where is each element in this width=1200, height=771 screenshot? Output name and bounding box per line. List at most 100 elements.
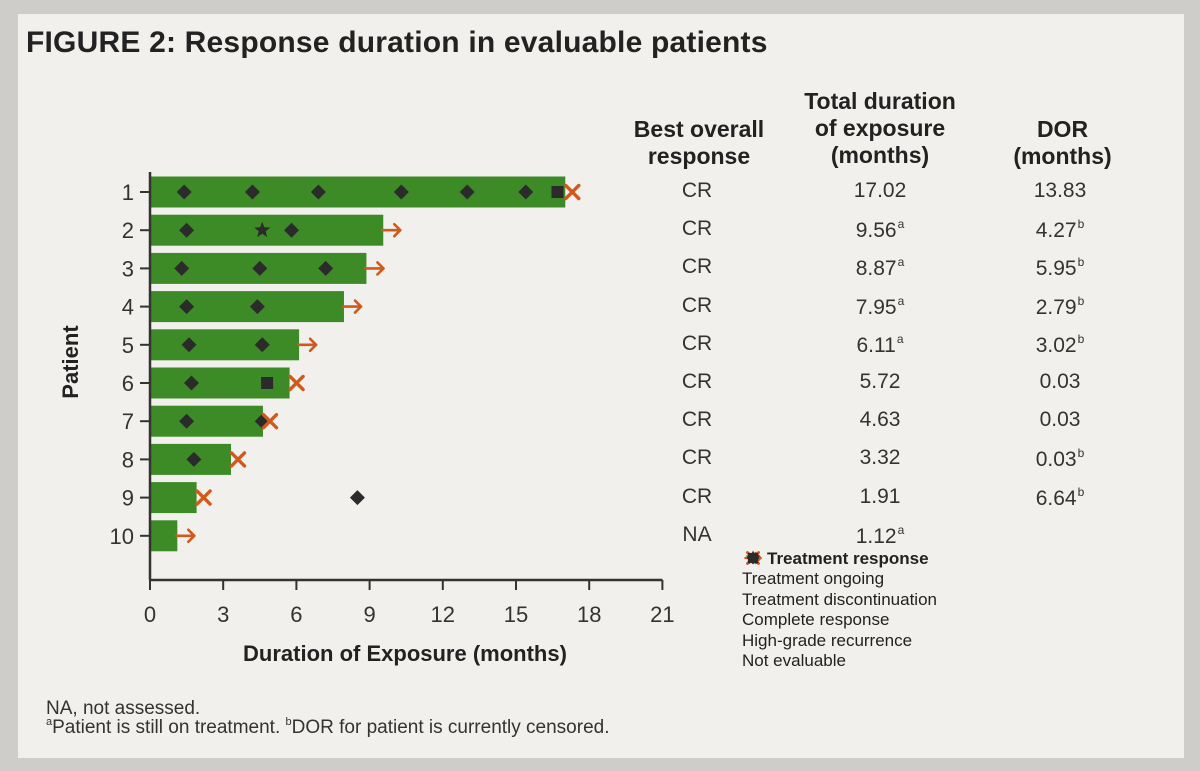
cell-best-response-value: CR <box>681 446 713 470</box>
cell-dor: 0.03 <box>990 370 1130 394</box>
footnote-mark: a <box>897 522 905 537</box>
legend-item-discontinued: Treatment discontinuation <box>742 551 937 611</box>
cell-best-response-value: CR <box>681 179 713 202</box>
header-line: Best overall <box>633 116 765 142</box>
footnote-mark: a <box>897 217 905 232</box>
complete-marker-patient-1 <box>176 184 192 200</box>
y-tick-label: 4 <box>122 295 134 320</box>
complete-marker-patient-7 <box>179 413 195 429</box>
complete-marker-patient-8 <box>186 451 202 467</box>
y-tick-label: 5 <box>122 333 134 358</box>
complete-marker-patient-1 <box>518 184 534 200</box>
cell-dor: 0.03b <box>990 446 1130 472</box>
ongoing-arrow-patient-2 <box>380 222 402 238</box>
arrow-head <box>392 222 402 238</box>
cell-best-response-value: CR <box>681 370 713 393</box>
footnote-b-mark: b <box>285 716 292 728</box>
discontinuation-marker-patient-6 <box>288 374 305 392</box>
cell-best-response-value: CR <box>681 331 713 355</box>
cell-dor-value: 4.27 <box>1035 219 1077 243</box>
cell-total-exposure-value: 8.87 <box>855 257 897 281</box>
arrow-head <box>308 337 318 353</box>
recurrence-marker-patient-6 <box>261 377 274 389</box>
discontinuation-marker-patient-1 <box>564 183 581 201</box>
x-stroke <box>288 374 305 392</box>
x-stroke <box>229 451 247 468</box>
cell-total-exposure-value: 1.91 <box>859 484 901 508</box>
y-tick-label: 2 <box>122 218 134 243</box>
cell-total-exposure-value: 9.56 <box>855 219 897 243</box>
cell-total-exposure: 17.02 <box>810 179 950 203</box>
complete-marker-patient-1 <box>244 184 260 200</box>
footnote-mark: b <box>1077 484 1085 499</box>
cell-dor-value: 5.95 <box>1035 257 1077 281</box>
complete-marker-patient-3 <box>174 260 190 276</box>
cell-total-exposure: 3.32 <box>810 446 950 470</box>
bar-patient-9 <box>150 482 197 514</box>
footnote-na: NA, not assessed. <box>46 698 201 719</box>
legend-not-evaluable-icon <box>745 550 761 565</box>
footnote-mark: b <box>1077 331 1085 346</box>
legend-label: High-grade recurrence <box>742 630 913 650</box>
header-dor: DOR (months) <box>995 116 1130 170</box>
cell-total-exposure-value: 5.72 <box>859 370 901 393</box>
bar-patient-1 <box>150 176 566 208</box>
not-evaluable-marker-patient-2 <box>254 221 271 238</box>
cell-best-response: CR <box>627 446 767 470</box>
complete-marker-patient-4 <box>179 299 195 315</box>
footnote-treatment: aPatient is still on treatment. bDOR for… <box>46 716 610 739</box>
x-stroke <box>261 413 279 430</box>
legend-item-complete: Complete response <box>742 551 937 631</box>
complete-marker-patient-1 <box>310 184 326 200</box>
cell-dor-value: 0.03 <box>1035 448 1077 472</box>
footnote-mark: a <box>896 331 904 346</box>
header-line: Total duration <box>804 88 956 114</box>
y-tick-label: 1 <box>122 180 134 205</box>
legend-item-ongoing: Treatment ongoing <box>742 551 937 590</box>
header-total-exposure: Total duration of exposure (months) <box>780 88 980 169</box>
header-line: DOR <box>1036 116 1089 142</box>
footnote-mark: b <box>1077 255 1085 270</box>
cell-best-response: CR <box>627 485 767 509</box>
cell-total-exposure: 9.56a <box>810 217 950 243</box>
x-tick-label: 15 <box>504 602 528 627</box>
cell-dor: 3.02b <box>990 332 1130 358</box>
cell-dor: 4.27b <box>990 217 1130 243</box>
recurrence-marker-patient-1 <box>551 186 564 198</box>
cell-best-response: CR <box>627 217 767 241</box>
footnote-b-text: DOR for patient is currently censored. <box>291 717 610 738</box>
complete-marker-patient-2 <box>284 222 300 238</box>
y-tick-label: 7 <box>122 409 134 434</box>
cell-total-exposure-value: 3.32 <box>859 446 901 470</box>
complete-marker-patient-9 <box>349 490 365 506</box>
complete-marker-patient-3 <box>318 260 334 276</box>
complete-marker-patient-4 <box>249 299 265 315</box>
x-axis-title: Duration of Exposure (months) <box>243 641 567 666</box>
bar-patient-5 <box>150 329 300 361</box>
cell-best-response: CR <box>627 294 767 318</box>
arrow-head <box>353 299 363 314</box>
cell-dor-value: 3.02 <box>1035 333 1077 357</box>
complete-marker-patient-1 <box>459 184 475 200</box>
arrow-head <box>376 261 385 276</box>
complete-marker-patient-5 <box>181 337 197 353</box>
cell-total-exposure-value: 6.11 <box>856 333 896 357</box>
cell-best-response-value: CR <box>681 255 713 279</box>
cell-best-response: CR <box>627 255 767 279</box>
bar-patient-10 <box>150 520 178 552</box>
x-tick-label: 21 <box>650 602 674 627</box>
cell-dor-value: 2.79 <box>1035 295 1077 319</box>
cell-best-response-value: CR <box>681 408 713 432</box>
cell-dor: 0.03 <box>990 408 1130 432</box>
cell-dor: 6.64b <box>990 485 1130 511</box>
x-tick-label: 6 <box>290 602 302 627</box>
x-tick-label: 18 <box>577 602 601 627</box>
cell-best-response: NA <box>627 523 767 547</box>
cell-dor: 13.83 <box>990 179 1130 203</box>
ongoing-arrow-patient-3 <box>364 261 385 276</box>
footnote-a-text: Patient is still on treatment. <box>52 717 286 738</box>
cell-dor-value: 6.64 <box>1035 486 1077 510</box>
complete-marker-patient-3 <box>252 260 268 276</box>
header-line: (months) <box>830 142 930 168</box>
header-line: of exposure <box>814 115 946 141</box>
